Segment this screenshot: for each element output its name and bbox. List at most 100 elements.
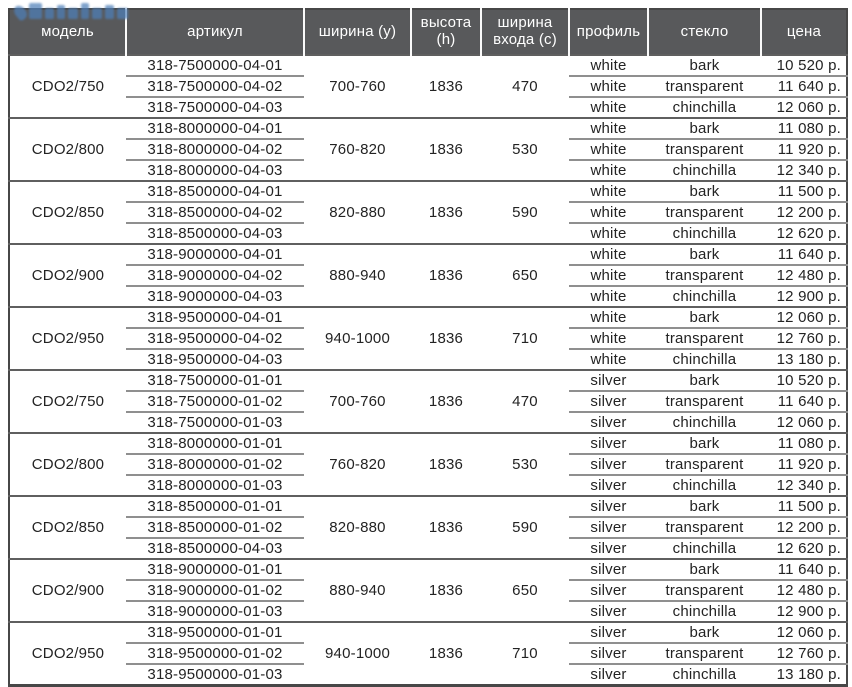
article-cell: 318-7500000-01-02 (126, 391, 304, 413)
entry-width-cell: 650 (481, 243, 569, 307)
height-cell: 1836 (411, 54, 481, 118)
model-cell: CDO2/750 (9, 369, 126, 433)
profile-cell: silver (569, 391, 648, 413)
price-cell: 12 760 р. (761, 328, 847, 350)
entry-width-cell: 590 (481, 180, 569, 244)
entry-width-cell: 710 (481, 306, 569, 370)
width-cell: 700-760 (304, 54, 411, 118)
article-cell: 318-7500000-01-01 (126, 369, 304, 392)
table-row: 318-9500000-01-03 silver chinchilla 13 1… (9, 664, 847, 686)
header-glass: стекло (647, 9, 761, 55)
glass-cell: bark (648, 243, 761, 266)
glass-cell: transparent (648, 328, 761, 350)
article-cell: 318-9500000-01-02 (126, 643, 304, 665)
glass-cell: transparent (648, 391, 761, 413)
article-cell: 318-8500000-04-01 (126, 180, 304, 203)
article-cell: 318-7500000-04-02 (126, 76, 304, 98)
header-price: цена (760, 9, 847, 55)
price-cell: 12 480 р. (761, 580, 847, 602)
glass-cell: chinchilla (672, 351, 737, 368)
height-cell: 1836 (411, 495, 481, 559)
table-row: 318-8000000-04-03 white chinchilla 12 34… (9, 160, 847, 181)
table-row: 318-9500000-01-02 silver transparent 12 … (9, 643, 847, 665)
entry-width-cell: 530 (481, 432, 569, 496)
price-cell: 12 900 р. (776, 288, 841, 305)
width-cell: 760-820 (304, 117, 411, 181)
height-cell: 1836 (411, 369, 481, 433)
table-row: CDO2/850 318-8500000-01-01 820-880 1836 … (9, 495, 847, 559)
price-cell: 12 760 р. (761, 643, 847, 665)
price-cell: 11 500 р. (761, 180, 847, 203)
profile-cell: white (569, 180, 648, 203)
header-article: артикул (125, 9, 304, 55)
entry-width-cell: 470 (481, 54, 569, 118)
table-row: 318-7500000-01-02 silver transparent 11 … (9, 391, 847, 413)
profile-cell: white (569, 139, 648, 161)
profile-cell: white (569, 54, 648, 77)
price-cell: 11 920 р. (761, 139, 847, 161)
article-cell: 318-8000000-01-01 (126, 432, 304, 455)
profile-cell: white (590, 162, 627, 179)
width-cell: 940-1000 (304, 306, 411, 370)
article-cell: 318-8500000-04-02 (126, 202, 304, 224)
table-row: 318-9000000-04-03 white chinchilla 12 90… (9, 286, 847, 307)
table-row: 318-8500000-04-02 white transparent 12 2… (9, 202, 847, 224)
profile-cell: silver (569, 495, 648, 518)
height-cell: 1836 (411, 432, 481, 496)
model-cell: CDO2/850 (9, 495, 126, 559)
table-row: 318-8500000-01-02 silver transparent 12 … (9, 517, 847, 539)
model-cell: CDO2/800 (9, 432, 126, 496)
price-cell: 12 060 р. (776, 414, 841, 431)
glass-cell: bark (648, 621, 761, 644)
glass-cell: bark (648, 306, 761, 329)
profile-cell: white (569, 76, 648, 98)
glass-cell: transparent (648, 517, 761, 539)
price-cell: 13 180 р. (776, 351, 841, 368)
table-row: 318-9000000-01-03 silver chinchilla 12 9… (9, 601, 847, 622)
profile-cell: white (569, 117, 648, 140)
price-cell: 12 620 р. (776, 540, 841, 557)
article-cell: 318-8000000-01-02 (126, 454, 304, 476)
glass-cell: bark (648, 558, 761, 581)
profile-cell: white (590, 99, 627, 116)
table-row: CDO2/850 318-8500000-04-01 820-880 1836 … (9, 180, 847, 244)
width-cell: 820-880 (304, 180, 411, 244)
table-row: 318-8000000-04-02 white transparent 11 9… (9, 139, 847, 161)
profile-cell: silver (590, 666, 627, 683)
table-row: CDO2/800 318-8000000-01-01 760-820 1836 … (9, 432, 847, 496)
glass-cell: transparent (648, 202, 761, 224)
profile-cell: silver (569, 558, 648, 581)
price-cell: 12 340 р. (776, 477, 841, 494)
table-row: 318-9000000-04-02 white transparent 12 4… (9, 265, 847, 287)
width-cell: 880-940 (304, 558, 411, 622)
profile-cell: silver (590, 414, 627, 431)
price-table: модель артикул ширина (y) высота (h) шир… (8, 8, 848, 687)
entry-width-cell: 590 (481, 495, 569, 559)
article-cell: 318-9000000-01-03 (147, 603, 283, 620)
table-row: 318-8000000-01-02 silver transparent 11 … (9, 454, 847, 476)
header-height: высота (h) (410, 9, 481, 55)
height-cell: 1836 (411, 558, 481, 622)
table-row: 318-8500000-04-03 silver chinchilla 12 6… (9, 538, 847, 559)
article-cell: 318-7500000-01-03 (147, 414, 283, 431)
profile-cell: silver (590, 477, 627, 494)
price-cell: 11 920 р. (761, 454, 847, 476)
model-cell: CDO2/750 (9, 54, 126, 118)
article-cell: 318-9500000-04-03 (147, 351, 283, 368)
price-cell: 12 900 р. (776, 603, 841, 620)
article-cell: 318-8500000-04-03 (147, 540, 283, 557)
header-profile: профиль (568, 9, 648, 55)
table-row: CDO2/950 318-9500000-01-01 940-1000 1836… (9, 621, 847, 686)
article-cell: 318-9500000-01-01 (126, 621, 304, 644)
price-cell: 10 520 р. (761, 54, 847, 77)
article-cell: 318-8500000-04-03 (147, 225, 283, 242)
glass-cell: transparent (648, 265, 761, 287)
width-cell: 880-940 (304, 243, 411, 307)
height-cell: 1836 (411, 180, 481, 244)
model-cell: CDO2/900 (9, 243, 126, 307)
price-cell: 12 200 р. (761, 202, 847, 224)
height-cell: 1836 (411, 621, 481, 686)
width-cell: 820-880 (304, 495, 411, 559)
profile-cell: white (569, 202, 648, 224)
article-cell: 318-9000000-01-01 (126, 558, 304, 581)
